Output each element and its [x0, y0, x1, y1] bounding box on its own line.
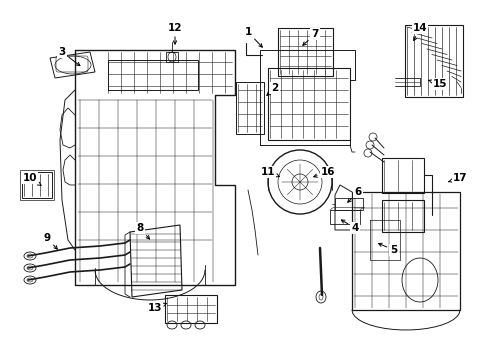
Text: 1: 1 [245, 27, 262, 47]
Bar [165, 295, 217, 323]
Bar [236, 82, 264, 134]
Bar [382, 200, 424, 232]
Bar [278, 28, 333, 76]
Text: 14: 14 [413, 23, 427, 41]
Text: 5: 5 [379, 243, 397, 255]
Text: 2: 2 [267, 83, 279, 95]
Bar [20, 170, 54, 200]
Text: 11: 11 [261, 167, 279, 177]
Text: 16: 16 [314, 167, 335, 177]
Text: 12: 12 [168, 23, 182, 44]
Bar [108, 60, 198, 90]
Bar [268, 68, 350, 140]
Bar [352, 192, 460, 310]
Bar [382, 158, 424, 193]
Text: 7: 7 [303, 29, 318, 45]
Text: 4: 4 [342, 220, 359, 233]
Bar [166, 52, 178, 62]
Bar [405, 25, 463, 97]
Text: 17: 17 [449, 173, 467, 183]
Text: 15: 15 [429, 79, 447, 89]
Text: 9: 9 [44, 233, 57, 249]
Bar [22, 172, 52, 198]
Text: 8: 8 [136, 223, 149, 239]
Text: 10: 10 [23, 173, 41, 185]
Text: 13: 13 [148, 303, 167, 313]
Text: 6: 6 [348, 187, 362, 202]
Bar [335, 198, 363, 210]
Bar [330, 210, 360, 224]
Text: 3: 3 [58, 47, 80, 66]
